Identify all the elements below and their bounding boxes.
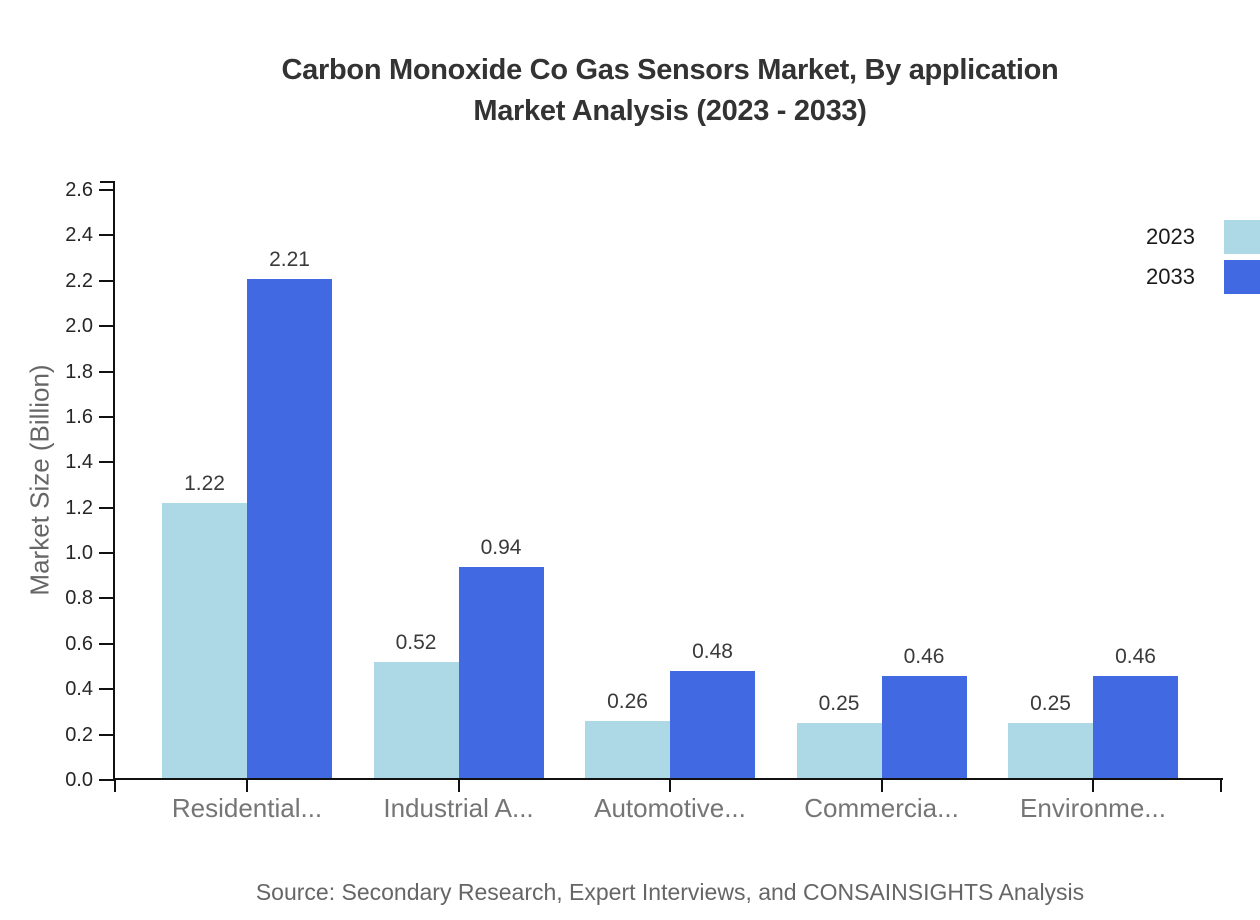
x-tick-mark [114,780,116,792]
y-tick-mark [99,779,115,781]
bar-value-label: 0.25 [1030,692,1071,716]
y-tick-mark [99,642,115,645]
y-tick-mark [99,370,115,373]
y-tick-mark [99,506,115,509]
legend-label-2033: 2033 [1146,264,1195,289]
y-tick-mark [99,461,115,464]
x-category-label: Automotive... [594,793,746,823]
bar-2033-group1 [247,278,332,780]
y-tick-mark [99,597,115,600]
bar-2023-group2 [373,662,459,780]
y-tick-label: 1.2 [65,496,93,519]
bar-2033-group4 [881,675,967,780]
bar-value-label: 0.26 [607,690,648,713]
bar-value-label: 0.25 [818,692,860,716]
y-tick-label: 1.6 [65,405,93,428]
bar-value-label: 0.46 [903,644,945,668]
x-tick-mark [1092,780,1094,792]
y-tick-mark [99,552,115,555]
y-tick-label: 2.0 [65,315,93,338]
bar-value-label: 2.21 [269,247,310,271]
bar-2033-group3 [670,671,755,780]
y-tick-label: 2.2 [65,269,93,292]
y-tick-mark [99,325,115,328]
source-note: Source: Secondary Research, Expert Inter… [255,879,1085,905]
bar-value-label: 0.94 [480,535,522,559]
y-tick-mark [99,415,115,418]
x-tick-mark [457,780,460,792]
x-tick-mark [1220,780,1222,792]
y-tick-label: 0.6 [65,632,93,655]
y-tick-label: 0.8 [65,587,93,610]
y-tick-label: 1.0 [65,542,93,565]
bar-2023-group3 [585,721,670,780]
x-tick-mark [880,780,883,792]
x-category-label: Residential... [171,793,323,823]
bar-2023-group1 [162,503,247,780]
y-tick-mark [99,733,115,736]
y-tick-label: 0.0 [65,769,93,791]
x-category-label: Environme... [1020,793,1166,823]
y-tick-mark [99,279,115,282]
y-axis-top-cap [100,181,115,183]
chart-title-line1: Carbon Monoxide Co Gas Sensors Market, B… [281,54,1059,86]
bar-value-label: 0.46 [1115,644,1156,668]
y-tick-label: 1.8 [65,360,93,383]
x-tick-mark [246,780,248,792]
legend-swatch-2023 [1224,220,1260,254]
x-axis-line [113,778,1223,780]
y-tick-mark [99,688,115,691]
legend-swatch-2033 [1224,260,1260,294]
y-tick-label: 0.4 [65,678,93,701]
y-axis-line [113,181,115,780]
y-tick-label: 2.6 [65,179,93,201]
bar-value-label: 1.22 [184,472,225,496]
chart-title-line2: Market Analysis (2023 - 2033) [473,95,867,127]
bar-2033-group5 [1093,675,1178,780]
y-tick-mark [99,234,115,237]
bar-2023-group5 [1008,723,1093,780]
bar-2033-group2 [458,566,544,780]
bar-value-label: 0.48 [692,640,733,664]
y-tick-mark [99,189,115,191]
legend-label-2023: 2023 [1146,224,1195,249]
x-category-label: Commercia... [804,793,959,823]
x-tick-mark [669,780,671,792]
x-category-label: Industrial A... [383,793,534,823]
y-tick-label: 0.2 [65,723,93,746]
bar-2023-group4 [796,723,882,780]
chart-title: Carbon Monoxide Co Gas Sensors Market, B… [80,50,1260,132]
bar-value-label: 0.52 [395,631,437,654]
y-tick-label: 1.4 [65,451,93,474]
y-tick-label: 2.4 [65,224,93,247]
